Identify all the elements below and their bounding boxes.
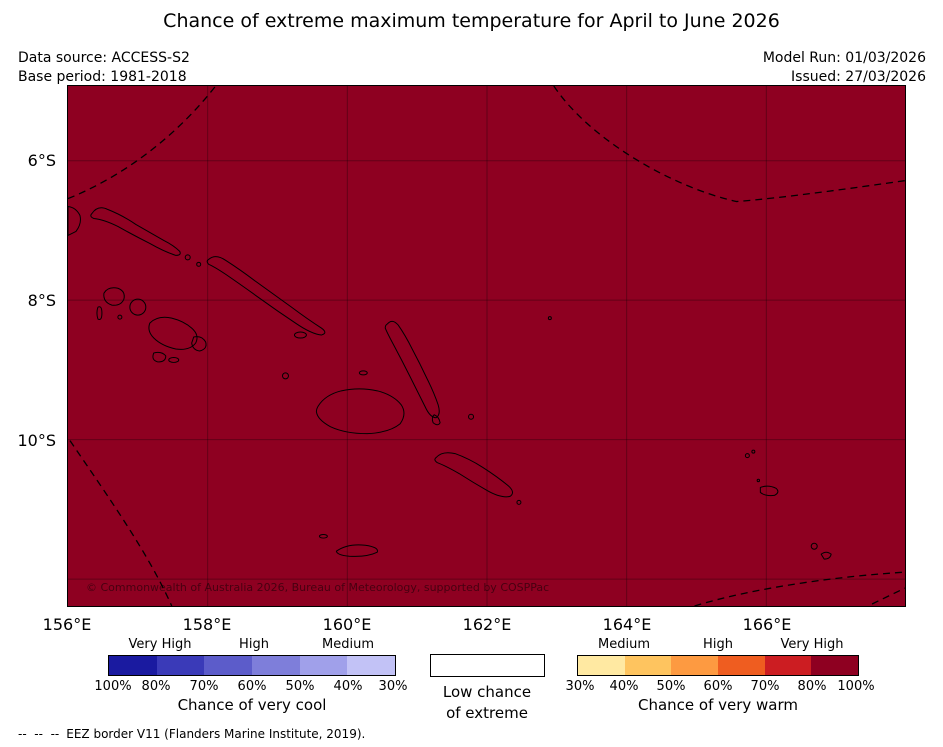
legend-cool-percent-label: 30% xyxy=(378,679,408,694)
header-right: Model Run: 01/03/2026 Issued: 27/03/2026 xyxy=(763,49,926,87)
legend-cool-percent-label: 70% xyxy=(189,679,219,694)
legend-warm-percent-label: 60% xyxy=(703,679,733,694)
legend-warm-percent-label: 30% xyxy=(565,679,595,694)
legend-cool-category-label: Very High xyxy=(128,637,192,652)
legend-cool-percent-label: 50% xyxy=(285,679,315,694)
lat-axis-label: 6°S xyxy=(27,151,56,170)
legend-warm-percent-label: 80% xyxy=(797,679,827,694)
base-period-label: Base period: 1981-2018 xyxy=(18,68,187,85)
legend-cool-percent-label: 80% xyxy=(141,679,171,694)
forecast-map: © Commonwealth of Australia 2026, Bureau… xyxy=(67,85,906,607)
lon-axis-label: 162°E xyxy=(462,615,512,634)
legend-warm-segment xyxy=(671,656,719,675)
map-graphics xyxy=(68,86,905,606)
lat-axis-label: 8°S xyxy=(27,291,56,310)
header-left: Data source: ACCESS-S2 Base period: 1981… xyxy=(18,49,190,87)
lon-axis-label: 156°E xyxy=(42,615,92,634)
legend-warm-segment xyxy=(718,656,765,675)
legend-cool-percent-label: 40% xyxy=(333,679,363,694)
legend-warm-category-label: Medium xyxy=(598,637,650,652)
legend-warm-colorbar xyxy=(577,655,859,676)
legend-cool-caption: Chance of very cool xyxy=(177,696,327,714)
legend-cool-category-label: High xyxy=(239,637,269,652)
lon-axis-label: 164°E xyxy=(602,615,652,634)
legend-warm-percent-label: 50% xyxy=(656,679,686,694)
legend-warm-segment xyxy=(764,656,812,675)
legend-warm-segment xyxy=(578,656,625,675)
legend-cool-percent-label: 100% xyxy=(94,679,132,694)
lon-axis-label: 160°E xyxy=(322,615,372,634)
model-run-label: Model Run: 01/03/2026 xyxy=(762,50,926,66)
legend-cool-colorbar xyxy=(108,655,396,676)
eez-border-lines xyxy=(68,86,905,606)
lat-axis-label: 10°S xyxy=(17,431,56,450)
legend-low-chance-box xyxy=(430,654,545,677)
legend-cool-segment xyxy=(156,656,205,675)
legend-warm-caption: Chance of very warm xyxy=(637,696,799,714)
legend-warm-percent-label: 70% xyxy=(750,679,780,694)
eez-dash-sample: -- -- -- xyxy=(18,727,60,741)
legend-low-chance-label-line2: of extreme xyxy=(446,704,528,722)
legend-cool-segment xyxy=(299,656,348,675)
eez-footnote-text: EEZ border V11 (Flanders Marine Institut… xyxy=(66,727,366,741)
legend-cool-segment xyxy=(109,656,157,675)
legend-cool-segment xyxy=(347,656,396,675)
legend-warm-segment xyxy=(624,656,672,675)
legend-low-chance-label-line1: Low chance xyxy=(442,683,532,701)
coastlines xyxy=(68,206,832,560)
legend-warm-category-label: Very High xyxy=(780,637,844,652)
legend-warm-category-label: High xyxy=(703,637,733,652)
eez-footnote: -- -- -- EEZ border V11 (Flanders Marine … xyxy=(18,727,365,741)
legend-cool-category-label: Medium xyxy=(322,637,374,652)
lon-axis-label: 166°E xyxy=(742,615,792,634)
legend-warm-segment xyxy=(811,656,859,675)
legend-cool-segment xyxy=(252,656,300,675)
legend-cool-percent-label: 60% xyxy=(237,679,267,694)
copyright-note: © Commonwealth of Australia 2026, Bureau… xyxy=(86,581,550,594)
legend-warm-percent-label: 100% xyxy=(837,679,875,694)
grid-lines xyxy=(68,86,905,606)
issued-label: Issued: 27/03/2026 xyxy=(791,68,926,85)
lon-axis-label: 158°E xyxy=(182,615,232,634)
legend-cool-segment xyxy=(204,656,253,675)
data-source-label: Data source: ACCESS-S2 xyxy=(18,50,190,66)
page-title: Chance of extreme maximum temperature fo… xyxy=(163,10,780,32)
legend-warm-percent-label: 40% xyxy=(609,679,639,694)
